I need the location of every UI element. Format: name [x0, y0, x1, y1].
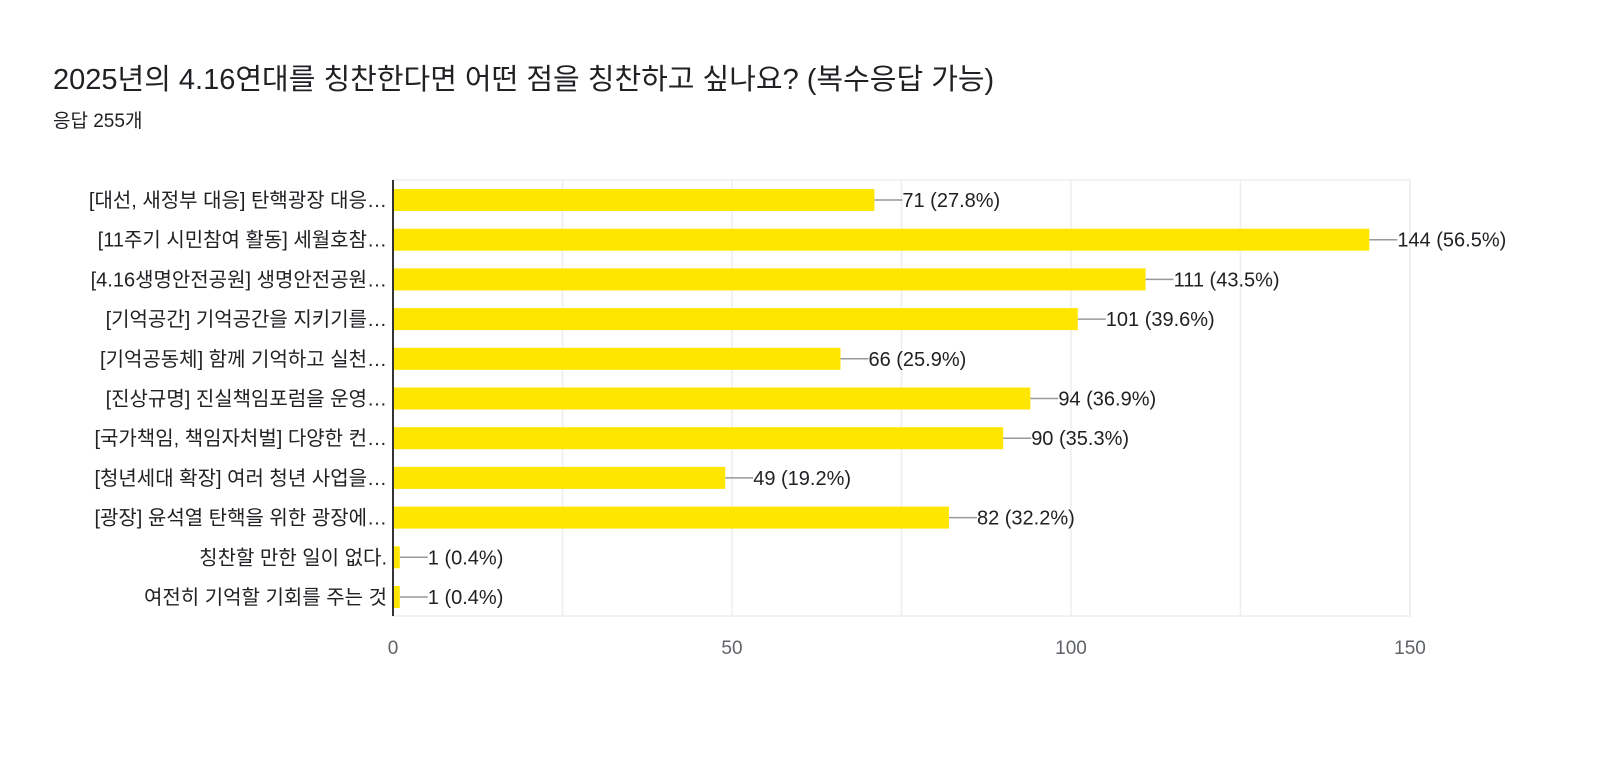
category-label: [광장] 윤석열 탄핵을 위한 광장에… — [94, 507, 387, 530]
bar — [393, 347, 841, 370]
data-label: 1 (0.4%) — [428, 547, 504, 569]
x-tick-label: 150 — [1394, 638, 1426, 659]
x-tick-label: 100 — [1055, 638, 1087, 659]
bar — [393, 228, 1370, 251]
category-label: [국가책임, 책임자처벌] 다양한 컨… — [94, 427, 387, 450]
data-label: 111 (43.5%) — [1174, 269, 1280, 291]
data-label: 82 (32.2%) — [977, 508, 1075, 530]
x-tick-label: 50 — [721, 638, 742, 659]
data-label: 90 (35.3%) — [1031, 428, 1129, 450]
bar — [393, 586, 400, 608]
chart-title: 2025년의 4.16연대를 칭찬한다면 어떤 점을 칭찬하고 싶나요? (복수… — [53, 64, 995, 96]
data-label: 66 (25.9%) — [868, 349, 966, 371]
data-label: 144 (56.5%) — [1397, 230, 1506, 252]
category-label: [진상규명] 진실책임포럼을 운영… — [106, 388, 387, 411]
bar — [393, 466, 726, 489]
category-label: [기억공간] 기억공간을 지키기를… — [106, 308, 387, 331]
x-tick-label: 0 — [388, 638, 399, 659]
data-label: 71 (27.8%) — [902, 190, 1000, 212]
category-label: [청년세대 확장] 여러 청년 사업을… — [94, 467, 387, 490]
bar — [393, 506, 949, 529]
category-label: [기억공동체] 함께 기억하고 실천… — [100, 348, 387, 371]
bar — [393, 308, 1078, 331]
category-label: [11주기 시민참여 활동] 세월호참… — [98, 229, 387, 252]
bar — [393, 268, 1146, 291]
category-label: [대선, 새정부 대응] 탄핵광장 대응… — [89, 189, 387, 212]
bar — [393, 427, 1004, 450]
category-label: [4.16생명안전공원] 생명안전공원… — [91, 268, 387, 291]
response-count: 응답 255개 — [53, 111, 143, 132]
category-label: 여전히 기억할 기회를 주는 것 — [144, 586, 387, 609]
bar — [393, 546, 400, 569]
data-label: 49 (19.2%) — [753, 468, 851, 490]
category-label: 칭찬할 만한 일이 없다. — [199, 546, 387, 569]
data-label: 1 (0.4%) — [428, 587, 504, 609]
bar — [393, 189, 875, 211]
data-label: 94 (36.9%) — [1058, 389, 1156, 411]
bar — [393, 387, 1031, 410]
data-label: 101 (39.6%) — [1106, 309, 1215, 331]
